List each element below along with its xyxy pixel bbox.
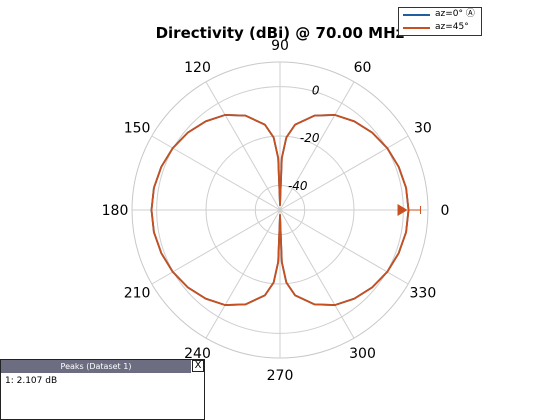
peak-entry: 1: 2.107 dB [5,376,58,386]
angle-tick-label: 240 [184,346,211,362]
grid-spoke [279,135,409,211]
grid-spoke [151,209,281,285]
peaks-panel: Peaks (Dataset 1) X 1: 2.107 dB [0,359,205,420]
legend: az=0° Ⓐ az=45° [398,7,482,36]
legend-swatch [403,27,430,29]
angle-tick-label: 120 [184,60,211,76]
radial-tick-label: 0 [312,83,320,97]
series-line-1 [150,114,410,306]
angle-tick-label: 30 [414,121,432,137]
legend-swatch [403,14,430,16]
chart-title: Directivity (dBi) @ 70.00 MHz [156,24,405,42]
legend-item: az=45° [399,21,481,34]
legend-item: az=0° Ⓐ [399,8,481,21]
polar-grid [131,61,429,359]
grid-spoke [151,135,281,211]
angle-tick-label: 0 [441,203,450,219]
grid-spoke [279,209,409,285]
series-curves [150,114,410,306]
peak-marker [397,204,408,216]
grid-spoke [279,81,355,211]
close-button[interactable]: X [192,360,204,372]
grid-spoke [279,209,355,339]
angle-tick-label: 210 [124,286,151,302]
radial-tick-label: -40 [288,179,308,193]
angle-tick-label: 180 [102,203,129,219]
angle-tick-label: 330 [410,286,437,302]
angle-tick-label: 60 [354,60,372,76]
angle-tick-label: 300 [349,346,376,362]
peaks-panel-title: Peaks (Dataset 1) [1,360,191,373]
peak-marker-group [397,204,422,216]
radial-tick-label: -20 [300,131,320,145]
angle-tick-label: 270 [267,368,294,384]
grid-spoke [205,209,281,339]
angle-tick-label: 150 [124,121,151,137]
legend-label: az=45° [435,22,469,32]
angle-tick-labels: 0 30 60 90 120 150 180 210 240 270 300 330 [102,38,450,384]
angle-tick-label: 90 [271,38,289,54]
grid-spoke [205,81,281,211]
legend-label: az=0° Ⓐ [435,9,475,19]
radial-tick-labels: 0 -20 -40 [288,83,320,193]
